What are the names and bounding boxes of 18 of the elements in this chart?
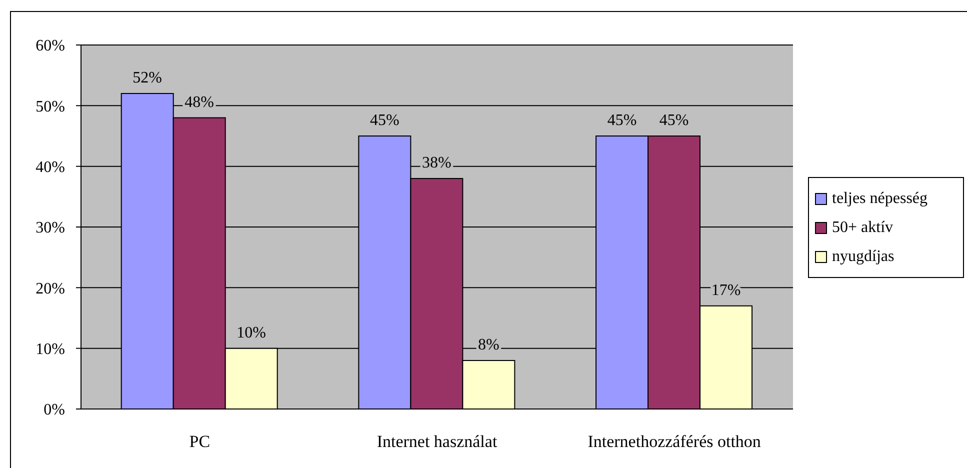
y-tick-label: 10% — [36, 341, 65, 358]
legend-label: teljes népesség — [832, 190, 928, 208]
y-tick-label: 60% — [36, 38, 65, 55]
x-tick-label: Internet használat — [376, 432, 498, 452]
data-label: 52% — [132, 70, 162, 87]
data-label: 10% — [236, 324, 266, 342]
legend-label: 50+ aktív — [832, 218, 894, 236]
x-tick-label: PC — [189, 432, 210, 452]
data-label: 45% — [370, 112, 400, 129]
data-label: 45% — [607, 112, 637, 129]
data-label: 45% — [659, 112, 689, 129]
y-tick-label: 20% — [36, 280, 65, 298]
legend-label: nyugdíjas — [832, 248, 894, 266]
y-tick-label: 0% — [44, 402, 65, 419]
x-tick-label: Internethozzáférés otthon — [588, 432, 762, 452]
y-tick-label: 30% — [36, 220, 65, 237]
y-tick-label: 40% — [36, 159, 65, 176]
y-tick-label: 50% — [36, 98, 65, 116]
